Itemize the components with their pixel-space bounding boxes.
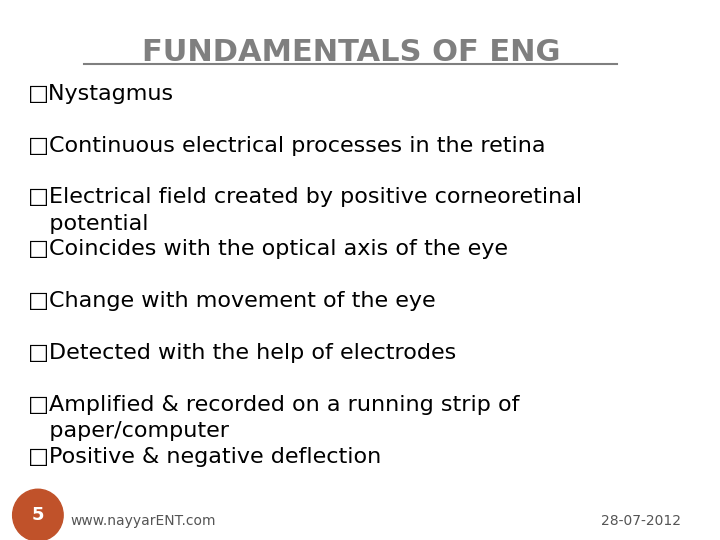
Text: □Coincides with the optical axis of the eye: □Coincides with the optical axis of the … <box>28 239 508 259</box>
Text: FUNDAMENTALS OF ENG: FUNDAMENTALS OF ENG <box>142 38 560 67</box>
Text: □Change with movement of the eye: □Change with movement of the eye <box>28 291 436 311</box>
Text: □Detected with the help of electrodes: □Detected with the help of electrodes <box>28 343 456 363</box>
Text: □Continuous electrical processes in the retina: □Continuous electrical processes in the … <box>28 136 546 156</box>
Text: □Amplified & recorded on a running strip of
   paper/computer: □Amplified & recorded on a running strip… <box>28 395 520 441</box>
Ellipse shape <box>13 489 63 540</box>
Text: www.nayyarENT.com: www.nayyarENT.com <box>70 514 216 528</box>
Text: □Electrical field created by positive corneoretinal
   potential: □Electrical field created by positive co… <box>28 187 582 234</box>
Text: 28-07-2012: 28-07-2012 <box>600 514 680 528</box>
Text: □Positive & negative deflection: □Positive & negative deflection <box>28 447 382 467</box>
Text: 5: 5 <box>32 506 44 524</box>
Text: □Nystagmus: □Nystagmus <box>28 84 174 104</box>
